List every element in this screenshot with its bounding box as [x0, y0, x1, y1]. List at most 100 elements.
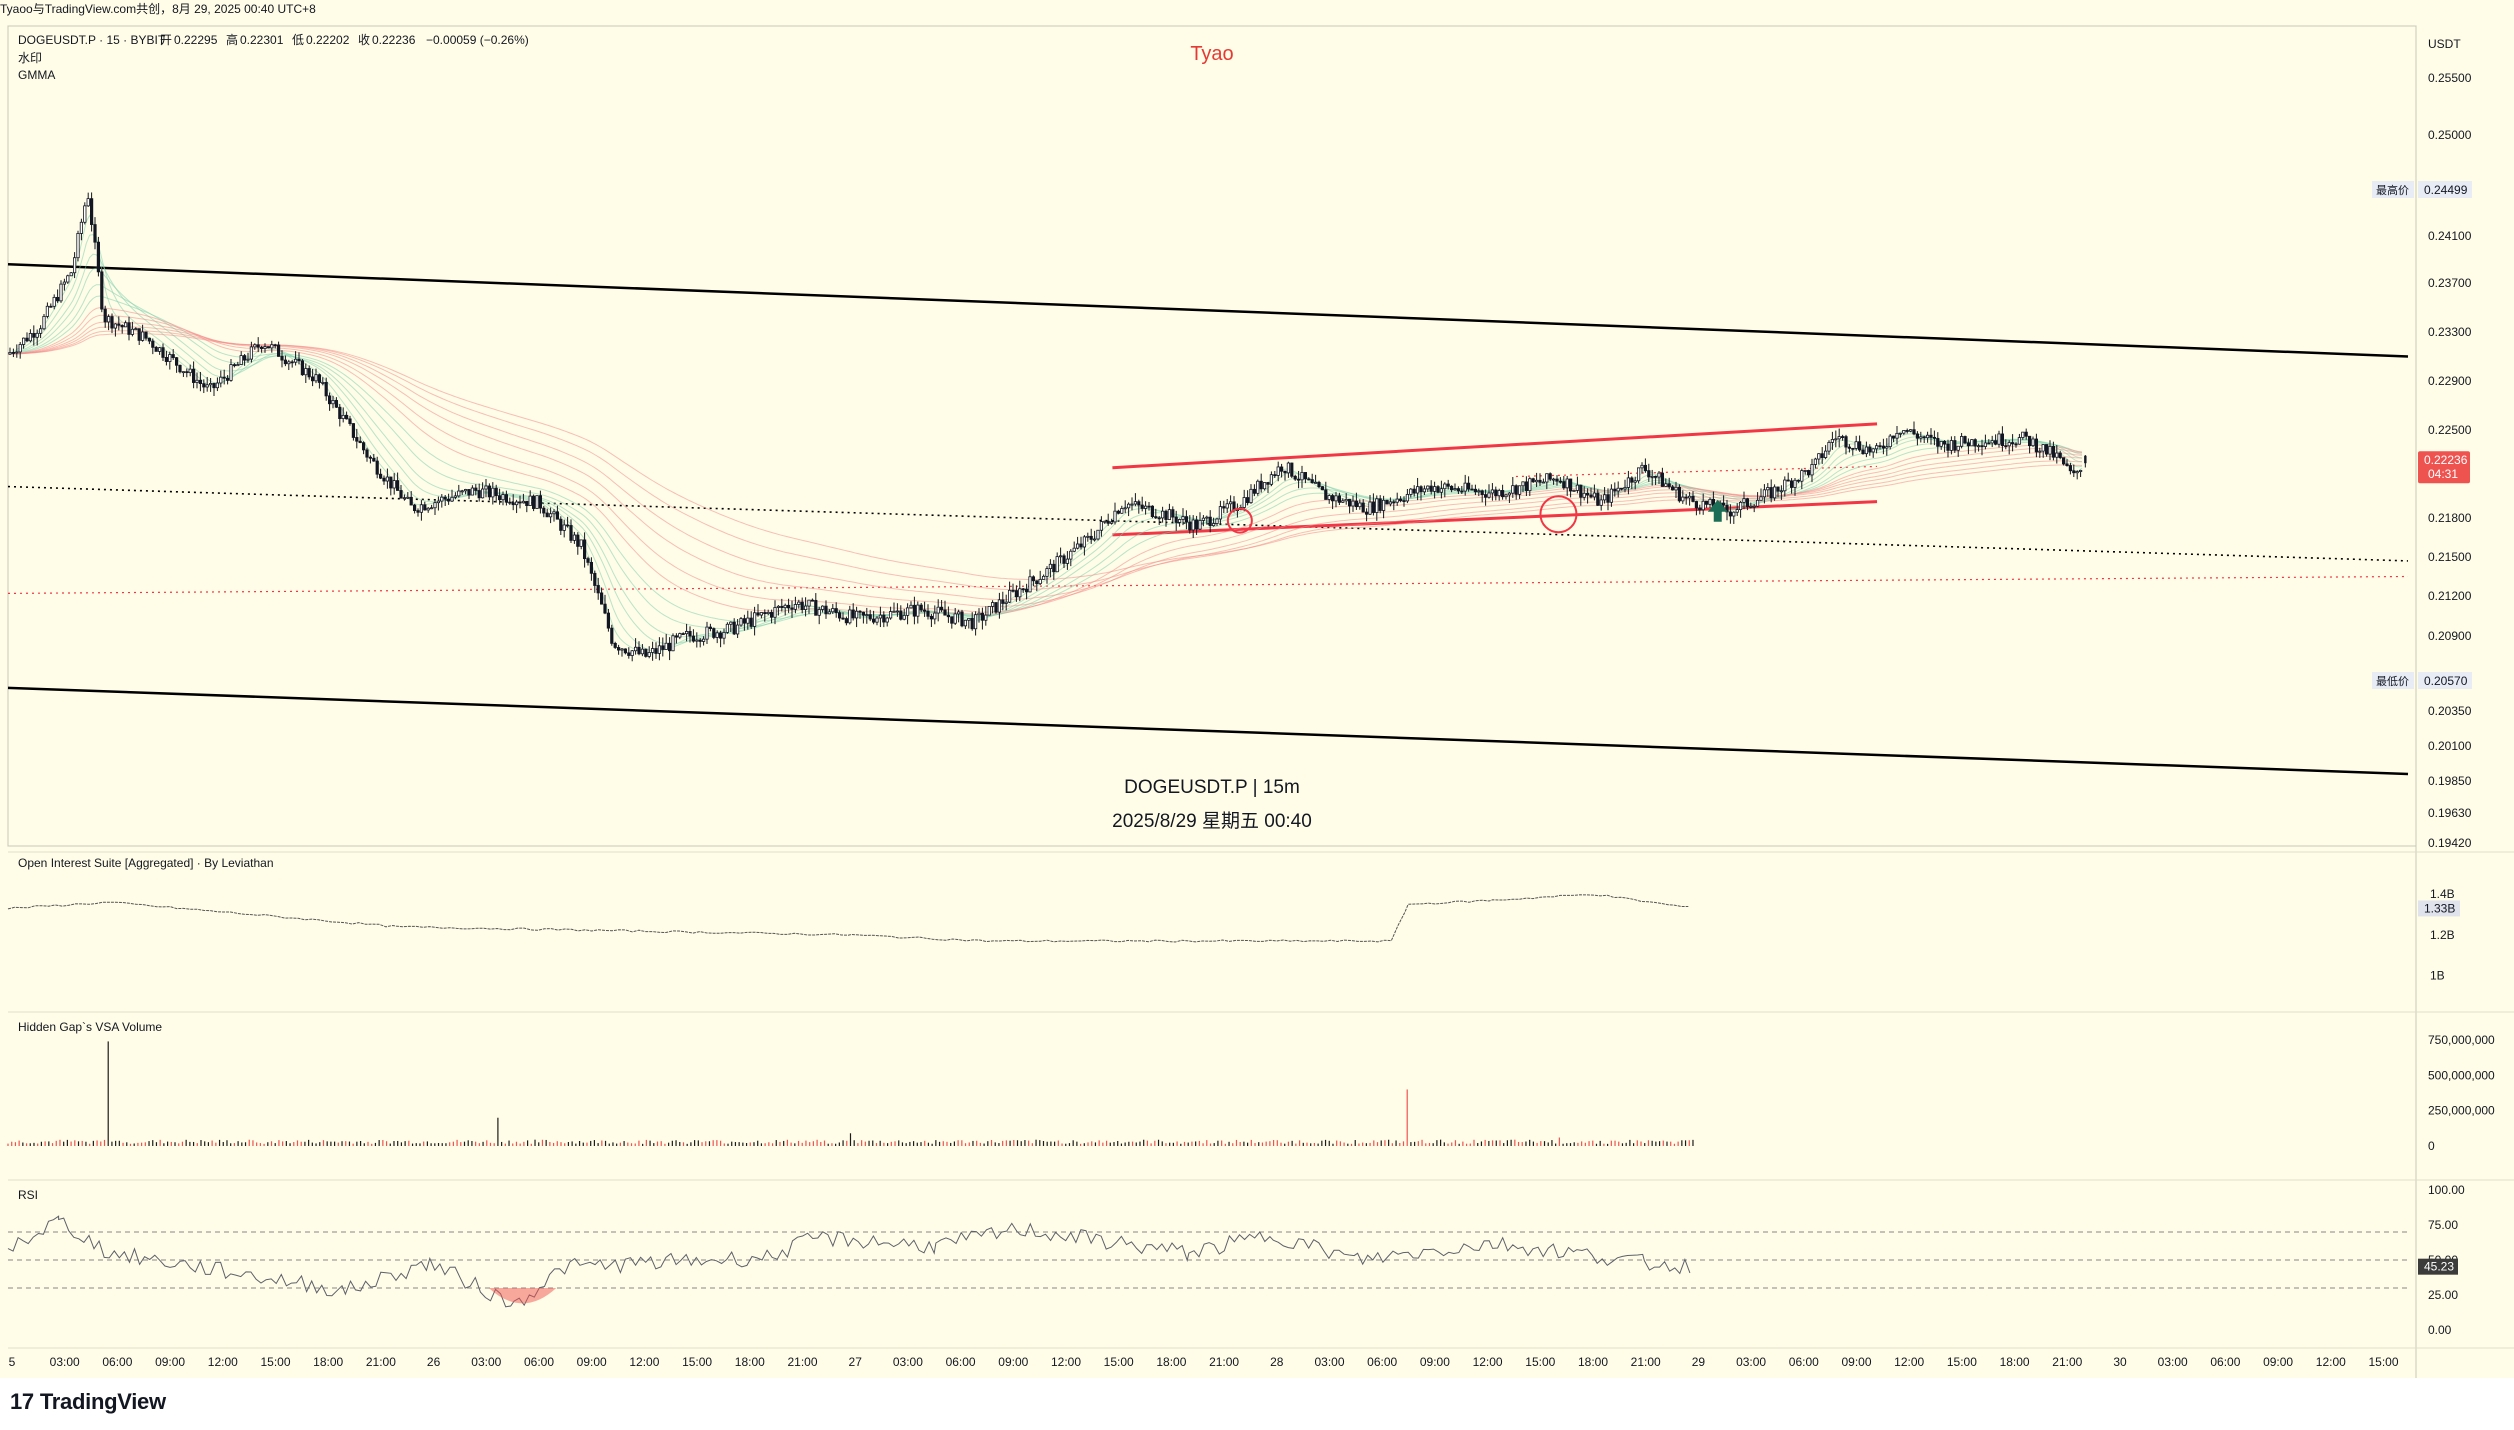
- candle-body: [1490, 489, 1494, 494]
- time-tick-label: 09:00: [155, 1355, 185, 1369]
- candle-body: [1314, 481, 1318, 484]
- candle-body: [1898, 432, 1902, 435]
- time-axis-ticks: 5 03:00 06:00 09:00 12:00 15:00 18:00 21:00 26 03…: [9, 1355, 2399, 1369]
- candle-body: [1184, 516, 1188, 523]
- candle-body: [1766, 487, 1770, 491]
- up-arrow-icon[interactable]: [1707, 499, 1728, 522]
- last-candle-body: [2084, 455, 2087, 464]
- candle-body: [1674, 486, 1678, 491]
- candle-body: [634, 646, 638, 652]
- rsi-tick-label: 100.00: [2428, 1183, 2465, 1197]
- candle-body: [1864, 446, 1868, 455]
- candle-body: [361, 442, 366, 451]
- candle-body: [1800, 470, 1804, 482]
- candle-body: [1439, 488, 1443, 493]
- candle-body: [708, 626, 713, 629]
- candle-body: [753, 612, 757, 627]
- volume-tick-label: 250,000,000: [2428, 1104, 2495, 1118]
- candle-body: [1633, 480, 1637, 483]
- vol-pane-title: Hidden Gap`s VSA Volume: [18, 1020, 162, 1034]
- candle-body: [372, 457, 376, 462]
- candle-body: [1943, 440, 1947, 445]
- candle-body: [487, 485, 492, 498]
- indicator-gmma-label[interactable]: GMMA: [18, 68, 55, 82]
- candle-body: [1025, 588, 1029, 593]
- rsi-tick-label: 25.00: [2428, 1288, 2458, 1302]
- price-axis-ticks: 0.25500 0.25000 0.24100 0.23700 0.23300 0.229…: [2428, 71, 2472, 850]
- candle-body: [2045, 444, 2049, 455]
- candle-body: [909, 604, 913, 609]
- candle-body: [2011, 442, 2015, 445]
- range-upper-line[interactable]: [1112, 422, 1878, 470]
- candle-body: [671, 635, 675, 652]
- candle-body: [630, 650, 634, 656]
- time-tick-label: 29: [1692, 1355, 1706, 1369]
- candle-body: [1732, 511, 1736, 517]
- candle-body: [1946, 443, 1950, 451]
- candle-body: [56, 296, 60, 302]
- candle-body: [42, 315, 46, 330]
- candle-body: [212, 383, 216, 389]
- candle-body: [1575, 484, 1579, 491]
- price-tick-label: 0.20350: [2428, 704, 2472, 718]
- candle-body: [2031, 438, 2035, 447]
- time-tick-label: 09:00: [1420, 1355, 1450, 1369]
- candle-body: [1514, 485, 1518, 495]
- candle-body: [817, 609, 821, 616]
- candle-body: [732, 621, 736, 635]
- candle-body: [1552, 478, 1556, 481]
- low_tag-label-bg: [2372, 672, 2414, 689]
- candle-body: [579, 539, 583, 547]
- red-dotted-mid-line[interactable]: [1515, 465, 1878, 478]
- candle-body: [1327, 495, 1331, 500]
- candle-body: [892, 610, 896, 613]
- candle-body: [1769, 487, 1773, 499]
- candle-body: [1664, 483, 1668, 487]
- price-tick-label: 0.21500: [2428, 550, 2472, 564]
- candle-body: [1283, 470, 1287, 474]
- candle-body: [1885, 446, 1889, 449]
- candle-body: [1912, 429, 1916, 435]
- dotted-support-line[interactable]: [7, 485, 2409, 562]
- tradingview-logo[interactable]: 17 TradingView: [10, 1389, 166, 1415]
- candle-body: [810, 599, 815, 602]
- candle-body: [1062, 555, 1066, 564]
- candle-body: [739, 618, 743, 626]
- candle-body: [1212, 523, 1216, 527]
- candle-body: [392, 480, 396, 489]
- candle-body: [256, 344, 260, 348]
- candle-body: [1082, 536, 1086, 548]
- gmma-line: [7, 321, 2083, 608]
- oi-pane-title: Open Interest Suite [Aggregated] · By Le…: [18, 856, 274, 870]
- price-tick-label: 0.25000: [2428, 128, 2472, 142]
- candle-body: [1137, 501, 1141, 506]
- highlight-circle[interactable]: [1226, 507, 1253, 534]
- candle-body: [1640, 464, 1644, 469]
- candle-body: [1688, 495, 1692, 499]
- channel-lower-line[interactable]: [7, 686, 2409, 776]
- channel-upper-line[interactable]: [7, 262, 2409, 358]
- currency-label[interactable]: USDT: [2428, 37, 2461, 51]
- gmma-line: [7, 333, 2082, 580]
- price-tick-label: 0.19850: [2428, 774, 2472, 788]
- candle-body: [191, 368, 196, 383]
- candle-body: [661, 645, 665, 650]
- candle-body: [1939, 440, 1943, 447]
- indicator-watermark-label[interactable]: 水印: [18, 51, 42, 65]
- candle-body: [1144, 505, 1148, 509]
- candle-body: [1157, 517, 1161, 520]
- candle-body: [225, 377, 230, 381]
- candle-body: [1776, 486, 1780, 492]
- candle-body: [433, 502, 437, 509]
- candle-body: [1589, 494, 1593, 498]
- candle-body: [1762, 489, 1766, 498]
- author-watermark: Tyao: [1190, 43, 1233, 65]
- red-dotted-long-line[interactable]: [7, 575, 2409, 595]
- candle-body: [848, 609, 852, 624]
- highlight-circle[interactable]: [1539, 495, 1578, 534]
- candle-body: [1888, 435, 1892, 448]
- candle-body: [467, 489, 471, 496]
- candle-body: [147, 337, 151, 342]
- candle-body: [463, 489, 468, 492]
